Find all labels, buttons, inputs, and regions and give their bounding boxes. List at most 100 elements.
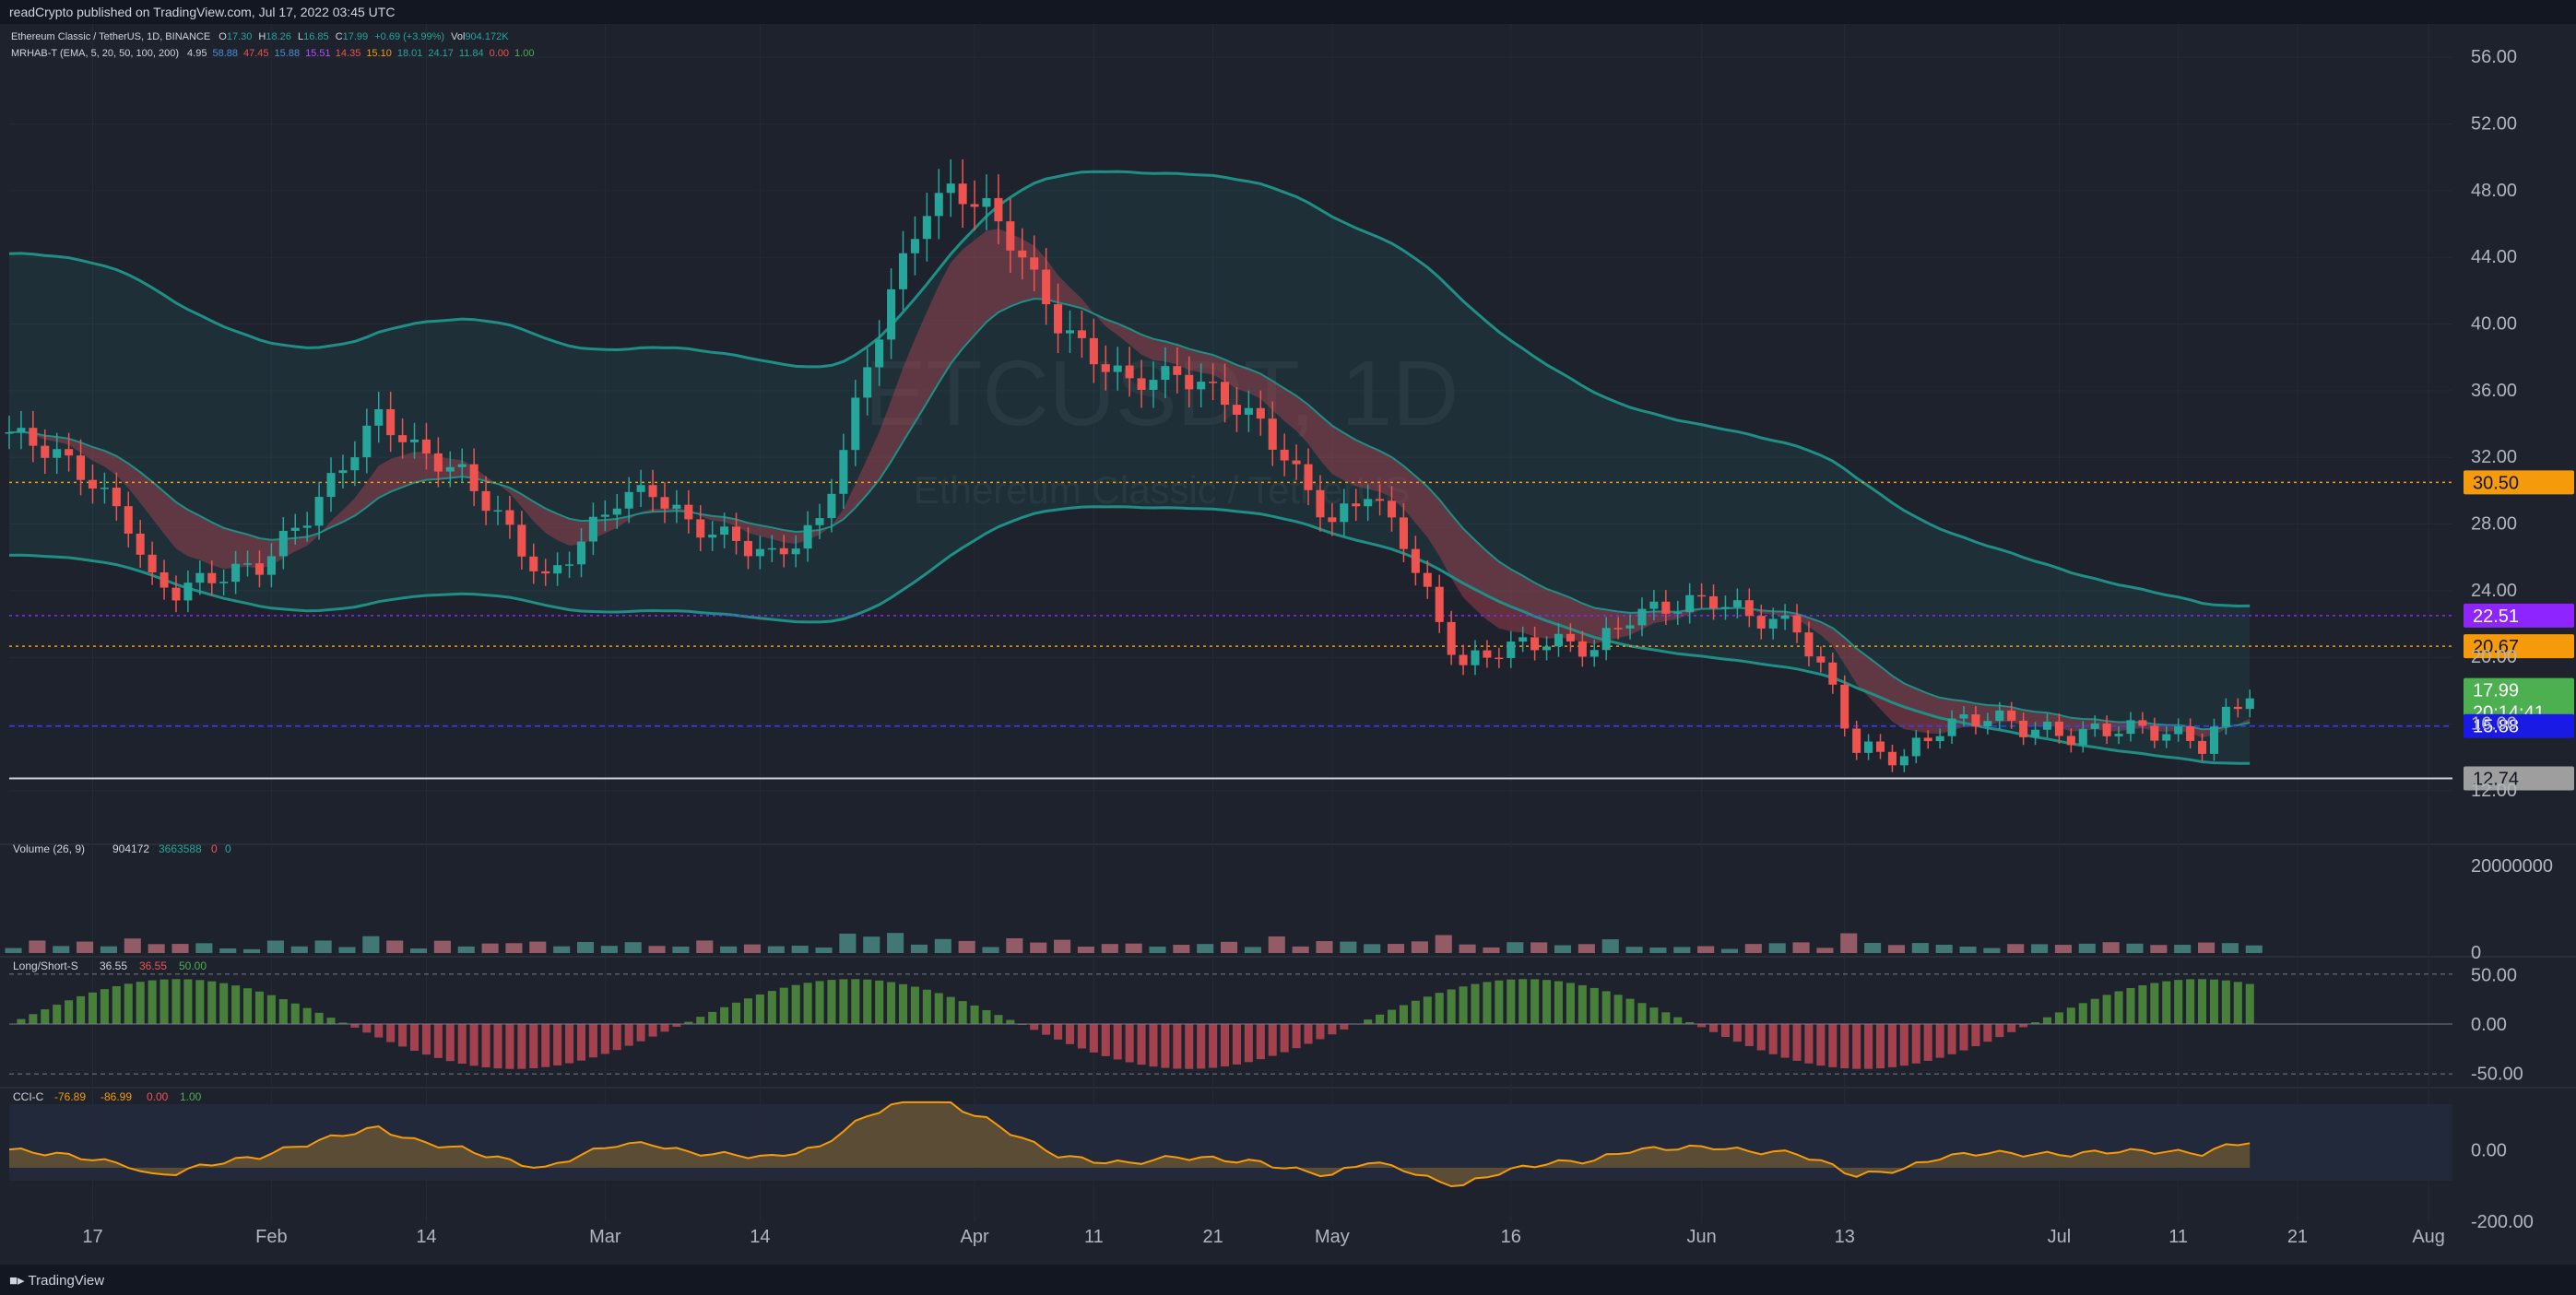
pane-value: 36.55 [100,959,127,972]
candle-body [1018,250,1027,258]
candle-body [1054,304,1063,334]
oscillator-bar [88,992,98,1024]
candle-body [1292,460,1301,465]
candle-body [1983,721,1992,727]
candle-body [1625,625,1635,629]
candle-body [2162,734,2171,741]
oscillator-bar [600,1024,609,1054]
price-pane[interactable]: ETCUSDT, 1D Ethereum Classic / TetherUS … [5,159,2574,791]
oscillator-bar [1530,979,1540,1024]
volume-bar [314,940,332,953]
volume-bar [1507,942,1524,953]
oscillator-bar [350,1024,360,1028]
oscillator-bar [195,980,205,1024]
tradingview-logo[interactable]: ■▸ TradingView [9,1273,105,1289]
volume-bar [1221,941,1238,953]
candle-body [2042,721,2052,730]
oscillator-bar [851,979,860,1024]
candle-body [231,563,241,583]
oscillator-bar [565,1024,574,1064]
pane-value: 50.00 [179,959,207,972]
volume-bar [5,948,22,953]
oscillator-bar [2054,1012,2063,1024]
candle-body [254,563,264,575]
y-tick-label: 24.00 [2471,581,2517,601]
y-tick-label: 28.00 [2471,514,2517,535]
candle-body [314,497,324,526]
longshort-pane[interactable]: Long/Short-S 36.55 36.55 50.00 50.00 0.00 -50.… [9,959,2523,1084]
volume-bar [1125,943,1142,953]
candle-body [1959,714,1968,719]
upper-envelope-line [8,170,2251,608]
candle-body [922,216,931,240]
volume-bar [1554,945,1572,953]
oscillator-bar [958,1001,967,1024]
volume-bar [1101,944,1118,953]
legend-high: 18.26 [266,31,291,42]
chart-canvas[interactable]: ETCUSDT, 1D Ethereum Classic / TetherUS … [0,24,2576,1265]
candle-body [1589,650,1599,657]
candle-body [1935,736,1944,742]
candle-body [2138,720,2147,726]
price-label-box [2464,470,2574,495]
volume-bar [1578,944,1595,953]
x-axis-ticks: 17 Feb 14 Mar 14 Apr 11 21 May 16 Jun 13 Jul 11 21 Aug [82,1227,2445,1247]
oscillator-bar [1661,1012,1671,1024]
candle-body [588,516,597,542]
oscillator-bar [1673,1017,1683,1024]
candles [5,159,2254,772]
oscillator-bar [278,999,288,1024]
oscillator-bar [1435,993,1444,1024]
candle-body [1518,637,1528,642]
oscillator-bar [2186,979,2195,1024]
candle-body [1435,586,1444,622]
x-tick-label: Feb [255,1227,287,1247]
oscillator-bar [1554,981,1564,1024]
oscillator-bar [433,1024,443,1058]
volume-bar [2102,942,2120,953]
volume-bar [1244,947,1261,953]
candle-body [755,548,764,557]
candle-body [1840,684,1849,729]
candle-body [1732,600,1742,607]
volume-bar [148,944,165,953]
volume-bar [1435,935,1452,953]
oscillator-bar [266,995,276,1024]
oscillator-bar [1911,1024,1920,1064]
volume-bar [1077,947,1094,953]
candle-body [1006,221,1015,251]
candle-body [219,582,229,583]
cci-pane[interactable]: CCI-C -76.89 -86.99 0.00 1.00 0.00 -200.00 [8,1090,2534,1232]
candle-body [863,367,872,398]
pane-title: Long/Short-S [13,959,78,972]
horizontal-levels [9,481,2452,780]
candle-body [1173,366,1182,375]
candle-body [2150,725,2159,741]
oscillator-bar [112,985,121,1024]
candle-body [1137,378,1146,390]
candle-body [386,408,396,436]
candle-body [421,439,431,453]
volume-bar [2054,945,2072,953]
volume-bar [1601,939,1619,953]
indicator-value: 15.88 [275,48,301,59]
candle-body [362,425,372,458]
oscillator-bar [1495,980,1504,1024]
volume-bar [171,944,189,953]
oscillator-bar [696,1017,705,1024]
candle-body [1947,718,1956,736]
pane-value: -86.99 [100,1090,132,1103]
candle-body [1328,517,1337,523]
oscillator-bar [1959,1024,1968,1051]
candle-body [767,547,776,550]
x-tick-label: 11 [1084,1227,1104,1247]
candle-body [1995,710,2004,722]
candle-body [1352,503,1361,507]
oscillator-bar [2066,1007,2075,1024]
volume-bar [1173,945,1190,953]
volume-bar [2150,945,2168,953]
candle-body [600,514,609,517]
candle-body [1971,714,1980,727]
